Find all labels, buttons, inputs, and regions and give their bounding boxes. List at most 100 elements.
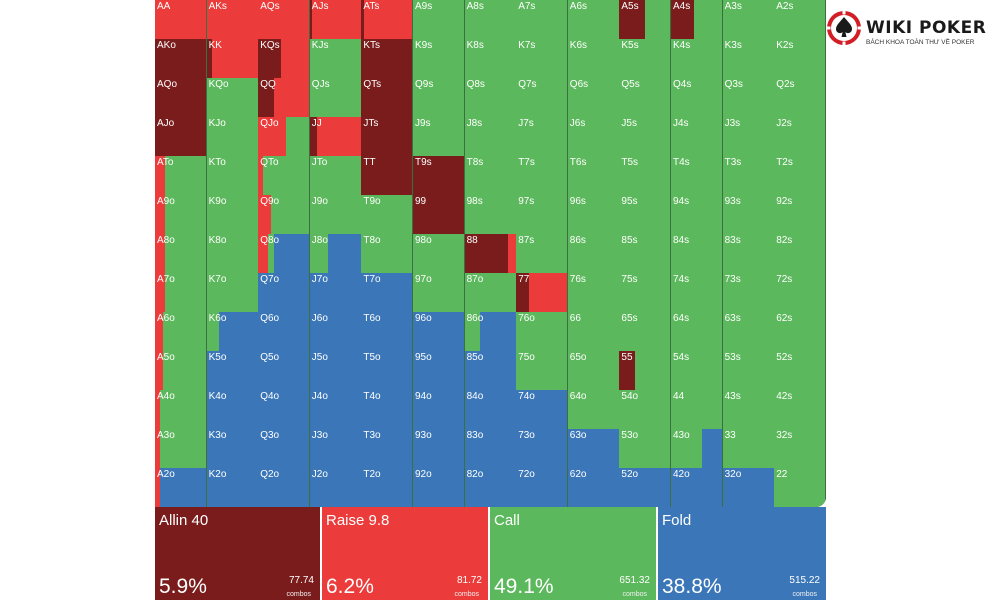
hand-cell-Q4s[interactable]: Q4s bbox=[671, 78, 724, 118]
hand-cell-97s[interactable]: 97s bbox=[516, 195, 569, 235]
hand-cell-KJs[interactable]: KJs bbox=[309, 39, 362, 79]
hand-cell-86o[interactable]: 86o bbox=[464, 312, 517, 352]
hand-cell-63o[interactable]: 63o bbox=[567, 429, 620, 469]
hand-cell-T2o[interactable]: T2o bbox=[361, 468, 414, 507]
hand-cell-A6s[interactable]: A6s bbox=[567, 0, 620, 40]
hand-cell-A6o[interactable]: A6o bbox=[155, 312, 208, 352]
hand-cell-J4s[interactable]: J4s bbox=[671, 117, 724, 157]
hand-cell-K4s[interactable]: K4s bbox=[671, 39, 724, 79]
hand-cell-77[interactable]: 77 bbox=[516, 273, 569, 313]
hand-cell-62s[interactable]: 62s bbox=[774, 312, 826, 352]
hand-cell-93o[interactable]: 93o bbox=[413, 429, 466, 469]
hand-cell-A8o[interactable]: A8o bbox=[155, 234, 208, 274]
hand-cell-T6s[interactable]: T6s bbox=[567, 156, 620, 196]
hand-cell-53o[interactable]: 53o bbox=[619, 429, 672, 469]
hand-cell-T8o[interactable]: T8o bbox=[361, 234, 414, 274]
hand-cell-Q3o[interactable]: Q3o bbox=[258, 429, 311, 469]
hand-cell-J9o[interactable]: J9o bbox=[309, 195, 362, 235]
hand-cell-87o[interactable]: 87o bbox=[464, 273, 517, 313]
hand-cell-J4o[interactable]: J4o bbox=[309, 390, 362, 430]
hand-cell-Q9o[interactable]: Q9o bbox=[258, 195, 311, 235]
hand-cell-32o[interactable]: 32o bbox=[722, 468, 775, 507]
hand-cell-K5o[interactable]: K5o bbox=[206, 351, 259, 391]
hand-cell-QTo[interactable]: QTo bbox=[258, 156, 311, 196]
hand-cell-Q5o[interactable]: Q5o bbox=[258, 351, 311, 391]
hand-cell-J5o[interactable]: J5o bbox=[309, 351, 362, 391]
hand-cell-AQs[interactable]: AQs bbox=[258, 0, 311, 40]
hand-cell-88[interactable]: 88 bbox=[464, 234, 517, 274]
hand-cell-A2o[interactable]: A2o bbox=[155, 468, 208, 507]
hand-cell-83o[interactable]: 83o bbox=[464, 429, 517, 469]
hand-cell-99[interactable]: 99 bbox=[413, 195, 466, 235]
hand-cell-Q8o[interactable]: Q8o bbox=[258, 234, 311, 274]
hand-cell-T9s[interactable]: T9s bbox=[413, 156, 466, 196]
hand-cell-A5o[interactable]: A5o bbox=[155, 351, 208, 391]
hand-cell-J6o[interactable]: J6o bbox=[309, 312, 362, 352]
hand-cell-K9s[interactable]: K9s bbox=[413, 39, 466, 79]
hand-cell-KQo[interactable]: KQo bbox=[206, 78, 259, 118]
hand-cell-T3o[interactable]: T3o bbox=[361, 429, 414, 469]
hand-cell-T2s[interactable]: T2s bbox=[774, 156, 826, 196]
hand-cell-Q3s[interactable]: Q3s bbox=[722, 78, 775, 118]
hand-cell-72o[interactable]: 72o bbox=[516, 468, 569, 507]
hand-cell-T7s[interactable]: T7s bbox=[516, 156, 569, 196]
hand-cell-75o[interactable]: 75o bbox=[516, 351, 569, 391]
hand-cell-76s[interactable]: 76s bbox=[567, 273, 620, 313]
hand-cell-74o[interactable]: 74o bbox=[516, 390, 569, 430]
hand-cell-Q7o[interactable]: Q7o bbox=[258, 273, 311, 313]
hand-cell-A4s[interactable]: A4s bbox=[671, 0, 724, 40]
hand-cell-J7o[interactable]: J7o bbox=[309, 273, 362, 313]
hand-cell-T8s[interactable]: T8s bbox=[464, 156, 517, 196]
hand-cell-43o[interactable]: 43o bbox=[671, 429, 724, 469]
hand-cell-A3o[interactable]: A3o bbox=[155, 429, 208, 469]
hand-cell-63s[interactable]: 63s bbox=[722, 312, 775, 352]
hand-cell-82s[interactable]: 82s bbox=[774, 234, 826, 274]
hand-cell-AKo[interactable]: AKo bbox=[155, 39, 208, 79]
hand-cell-84s[interactable]: 84s bbox=[671, 234, 724, 274]
hand-cell-AJo[interactable]: AJo bbox=[155, 117, 208, 157]
hand-cell-AJs[interactable]: AJs bbox=[309, 0, 362, 40]
hand-cell-62o[interactable]: 62o bbox=[567, 468, 620, 507]
hand-cell-K3o[interactable]: K3o bbox=[206, 429, 259, 469]
hand-cell-J9s[interactable]: J9s bbox=[413, 117, 466, 157]
hand-cell-QQ[interactable]: QQ bbox=[258, 78, 311, 118]
hand-cell-85s[interactable]: 85s bbox=[619, 234, 672, 274]
hand-cell-85o[interactable]: 85o bbox=[464, 351, 517, 391]
hand-cell-Q4o[interactable]: Q4o bbox=[258, 390, 311, 430]
hand-cell-AKs[interactable]: AKs bbox=[206, 0, 259, 40]
hand-cell-Q6s[interactable]: Q6s bbox=[567, 78, 620, 118]
hand-cell-K5s[interactable]: K5s bbox=[619, 39, 672, 79]
hand-cell-95s[interactable]: 95s bbox=[619, 195, 672, 235]
hand-cell-A5s[interactable]: A5s bbox=[619, 0, 672, 40]
hand-cell-J3s[interactable]: J3s bbox=[722, 117, 775, 157]
hand-cell-54o[interactable]: 54o bbox=[619, 390, 672, 430]
hand-cell-87s[interactable]: 87s bbox=[516, 234, 569, 274]
hand-cell-ATs[interactable]: ATs bbox=[361, 0, 414, 40]
hand-cell-82o[interactable]: 82o bbox=[464, 468, 517, 507]
hand-cell-52s[interactable]: 52s bbox=[774, 351, 826, 391]
hand-cell-J8s[interactable]: J8s bbox=[464, 117, 517, 157]
hand-cell-55[interactable]: 55 bbox=[619, 351, 672, 391]
hand-cell-J6s[interactable]: J6s bbox=[567, 117, 620, 157]
hand-cell-K7o[interactable]: K7o bbox=[206, 273, 259, 313]
hand-cell-76o[interactable]: 76o bbox=[516, 312, 569, 352]
hand-cell-T7o[interactable]: T7o bbox=[361, 273, 414, 313]
hand-cell-53s[interactable]: 53s bbox=[722, 351, 775, 391]
hand-cell-66[interactable]: 66 bbox=[567, 312, 620, 352]
hand-cell-A9s[interactable]: A9s bbox=[413, 0, 466, 40]
hand-cell-92s[interactable]: 92s bbox=[774, 195, 826, 235]
hand-cell-ATo[interactable]: ATo bbox=[155, 156, 208, 196]
hand-cell-A2s[interactable]: A2s bbox=[774, 0, 826, 40]
hand-cell-65s[interactable]: 65s bbox=[619, 312, 672, 352]
hand-cell-K9o[interactable]: K9o bbox=[206, 195, 259, 235]
hand-cell-94o[interactable]: 94o bbox=[413, 390, 466, 430]
hand-cell-Q2s[interactable]: Q2s bbox=[774, 78, 826, 118]
hand-cell-Q8s[interactable]: Q8s bbox=[464, 78, 517, 118]
hand-cell-J7s[interactable]: J7s bbox=[516, 117, 569, 157]
hand-cell-98o[interactable]: 98o bbox=[413, 234, 466, 274]
hand-cell-T5s[interactable]: T5s bbox=[619, 156, 672, 196]
hand-cell-K2o[interactable]: K2o bbox=[206, 468, 259, 507]
hand-cell-42s[interactable]: 42s bbox=[774, 390, 826, 430]
hand-cell-KTs[interactable]: KTs bbox=[361, 39, 414, 79]
hand-cell-T4o[interactable]: T4o bbox=[361, 390, 414, 430]
